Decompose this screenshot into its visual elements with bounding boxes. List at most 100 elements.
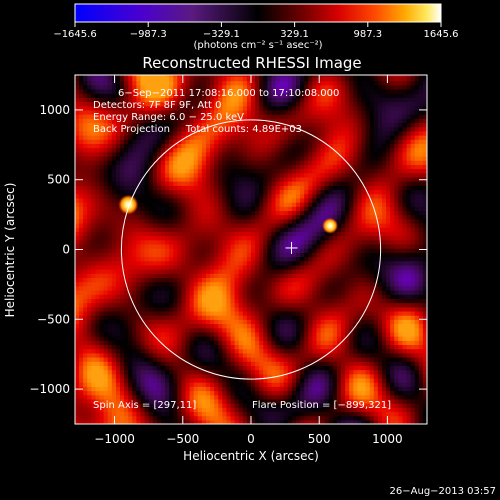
heatmap-cell (177, 135, 183, 140)
heatmap-cell (99, 352, 105, 358)
heatmap-cell (99, 214, 105, 220)
heatmap-cell (95, 105, 101, 111)
heatmap-cell (259, 403, 264, 408)
heatmap-cell (271, 260, 277, 266)
heatmap-cell (120, 365, 125, 371)
heatmap-cell (185, 222, 191, 228)
heatmap-cell (144, 260, 150, 266)
heatmap-cell (193, 319, 199, 325)
heatmap-cell (197, 277, 203, 283)
heatmap-cell (275, 181, 281, 186)
heatmap-cell (308, 151, 313, 157)
heatmap-cell (267, 331, 273, 337)
heatmap-cell (267, 285, 273, 291)
heatmap-cell (79, 76, 84, 82)
heatmap-cell (148, 206, 154, 212)
heatmap-cell (283, 189, 289, 195)
heatmap-cell (132, 298, 137, 304)
heatmap-cell (160, 398, 166, 404)
heatmap-cell (136, 168, 142, 174)
heatmap-cell (238, 340, 244, 346)
heatmap-cell (185, 348, 191, 354)
heatmap-cell (259, 193, 264, 199)
heatmap-cell (75, 306, 80, 312)
heatmap-cell (173, 382, 178, 387)
heatmap-cell (205, 352, 211, 358)
heatmap-cell (197, 323, 203, 329)
heatmap-cell (83, 373, 88, 379)
heatmap-cell (136, 185, 142, 191)
heatmap-cell (238, 155, 244, 161)
heatmap-cell (181, 315, 187, 320)
heatmap-cell (308, 365, 313, 371)
heatmap-cell (152, 185, 158, 191)
heatmap-cell (275, 277, 281, 283)
heatmap-cell (165, 160, 170, 165)
heatmap-cell (308, 315, 313, 320)
heatmap-cell (160, 344, 166, 350)
heatmap-cell (246, 315, 252, 320)
heatmap-cell (251, 202, 256, 207)
heatmap-cell (181, 365, 187, 371)
heatmap-cell (242, 361, 248, 366)
heatmap-cell (279, 289, 285, 295)
heatmap-cell (156, 298, 162, 304)
heatmap-cell (210, 151, 215, 157)
heatmap-cell (308, 319, 313, 325)
heatmap-cell (275, 151, 281, 157)
heatmap-cell (185, 336, 191, 341)
heatmap-cell (185, 273, 191, 279)
heatmap-cell (308, 323, 313, 329)
heatmap-cell (251, 97, 256, 103)
heatmap-cell (218, 218, 223, 224)
heatmap-cell (279, 411, 285, 417)
heatmap-cell (79, 239, 84, 245)
heatmap-cell (210, 252, 215, 258)
heatmap-cell (218, 298, 223, 304)
heatmap-cell (189, 93, 195, 98)
heatmap-cell (128, 143, 133, 149)
heatmap-cell (255, 289, 260, 295)
heatmap-cell (79, 210, 84, 216)
heatmap-cell (193, 160, 199, 165)
heatmap-cell (296, 323, 301, 329)
heatmap-cell (263, 114, 268, 119)
heatmap-cell (238, 222, 244, 228)
heatmap-cell (160, 327, 166, 333)
heatmap-cell (304, 93, 309, 98)
heatmap-cell (124, 369, 129, 375)
heatmap-cell (75, 294, 80, 299)
heatmap-cell (173, 214, 178, 220)
heatmap-cell (128, 377, 133, 383)
heatmap-cell (218, 214, 223, 220)
heatmap-cell (291, 172, 297, 178)
heatmap-cell (136, 398, 142, 404)
heatmap-cell (226, 176, 232, 182)
heatmap-cell (279, 407, 285, 413)
heatmap-cell (115, 135, 121, 140)
heatmap-cell (115, 126, 121, 132)
heatmap-cell (156, 168, 162, 174)
heatmap-cell (165, 248, 170, 253)
heatmap-cell (99, 189, 105, 195)
heatmap-cell (115, 202, 121, 207)
heatmap-cell (181, 168, 187, 174)
heatmap-cell (308, 310, 313, 316)
heatmap-cell (234, 386, 240, 392)
heatmap-cell (210, 336, 215, 341)
heatmap-cell (185, 101, 191, 107)
heatmap-cell (103, 289, 109, 295)
heatmap-cell (120, 273, 125, 279)
heatmap-cell (279, 281, 285, 287)
heatmap-cell (259, 135, 264, 140)
heatmap-cell (165, 88, 170, 94)
heatmap-cell (144, 331, 150, 337)
heatmap-cell (115, 160, 121, 165)
heatmap-cell (87, 101, 92, 107)
heatmap-cell (255, 218, 260, 224)
heatmap-cell (201, 407, 207, 413)
heatmap-cell (230, 168, 236, 174)
heatmap-cell (128, 135, 133, 140)
heatmap-cell (140, 181, 146, 186)
heatmap-cell (95, 218, 101, 224)
